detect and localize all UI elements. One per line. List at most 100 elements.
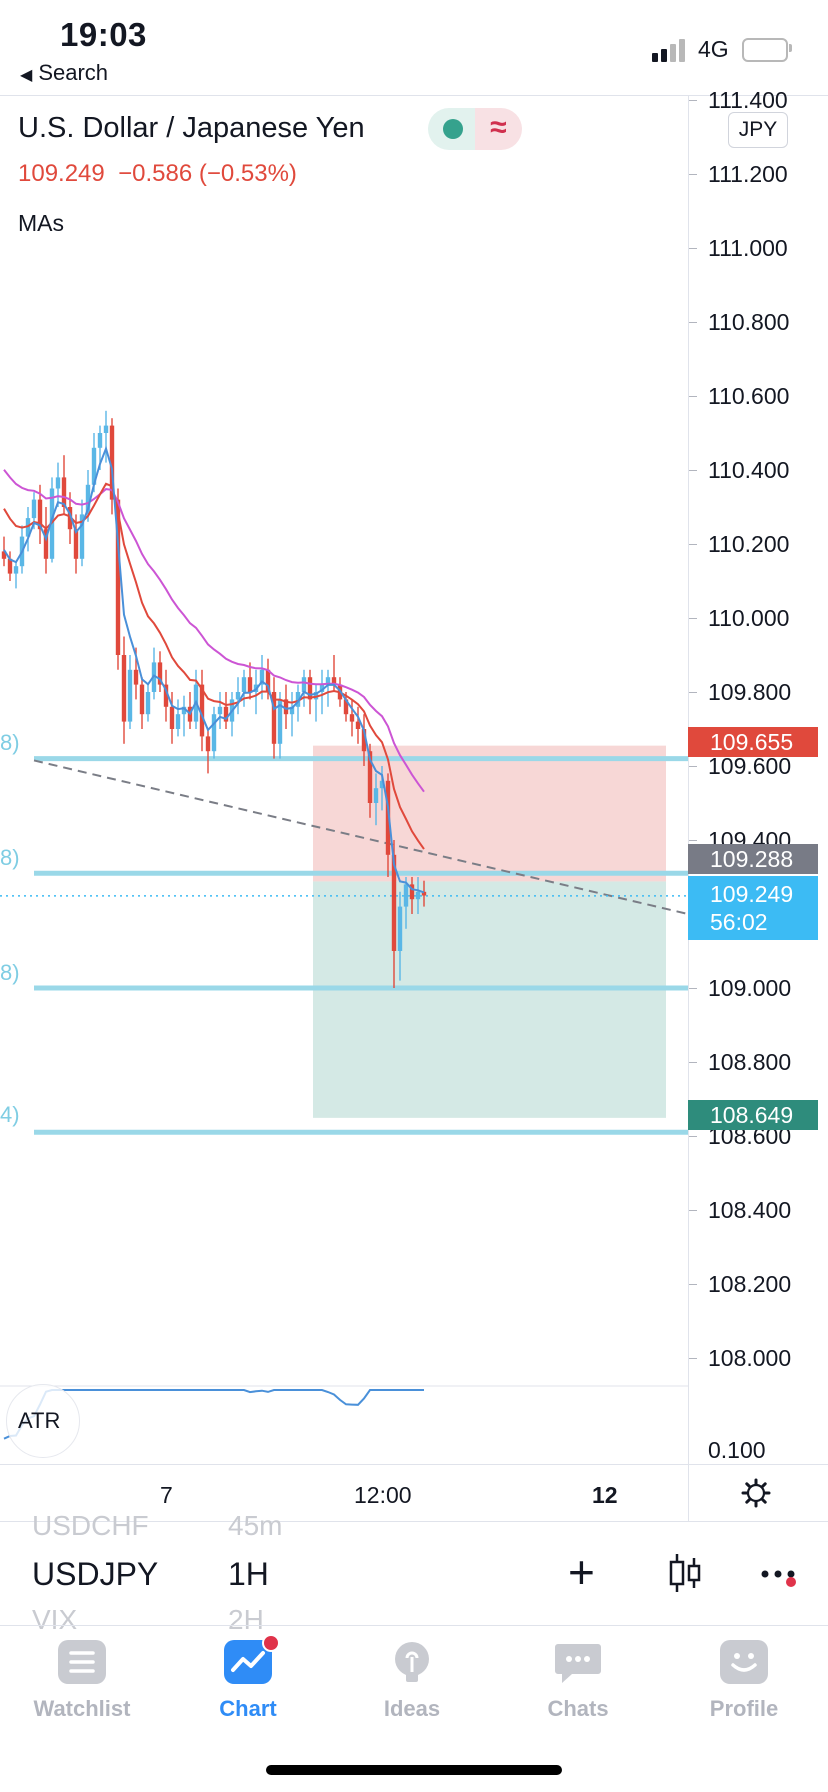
price-tick-0: 111.400 — [708, 87, 788, 113]
candle-body — [127, 669, 133, 722]
candle-body — [301, 677, 307, 692]
symbol-option-next[interactable]: VIX — [32, 1604, 78, 1635]
bar-countdown: 56:02 — [710, 909, 768, 935]
candle-body — [355, 721, 361, 729]
chart-type-icon[interactable] — [668, 1552, 702, 1594]
candle-body — [97, 433, 103, 448]
candle-body — [61, 477, 67, 507]
price-tick-mark — [689, 248, 697, 249]
price-change: −0.586 — [118, 160, 193, 187]
candle-body — [175, 714, 181, 729]
interval-option-prev[interactable]: 45m — [228, 1510, 283, 1541]
price-tick-2: 111.000 — [708, 235, 788, 261]
candle-body — [85, 484, 91, 515]
price-tick-15: 108.200 — [708, 1271, 792, 1297]
candle-body — [307, 677, 313, 700]
market-status-pill[interactable]: ≈ — [428, 108, 522, 150]
interval-selector[interactable]: 1H — [228, 1556, 269, 1592]
candle-body — [43, 529, 49, 559]
atr-legend-button[interactable] — [6, 1384, 80, 1458]
atr-line — [3, 1389, 424, 1440]
candle-body — [295, 692, 301, 707]
candle-body — [397, 906, 403, 951]
tab-watchlist[interactable]: Watchlist — [22, 1640, 142, 1722]
tab-chart[interactable]: Chart — [188, 1634, 308, 1722]
level-label-4: 4) — [0, 1102, 20, 1127]
candle-body — [7, 558, 13, 574]
add-icon[interactable]: + — [568, 1546, 595, 1598]
tab-chart-label: Chart — [219, 1696, 277, 1721]
candle-body — [73, 529, 79, 559]
symbol-title[interactable]: U.S. Dollar / Japanese Yen — [18, 112, 365, 144]
candle-body — [1, 551, 7, 559]
candle-body — [409, 884, 415, 900]
entry-price-label[interactable]: 109.288 — [688, 844, 818, 874]
price-tick-5: 110.400 — [708, 457, 790, 483]
indicator-legend-mas[interactable]: MAs — [18, 210, 64, 236]
symbol-option-prev[interactable]: USDCHF — [32, 1510, 149, 1541]
price-tick-mark — [689, 692, 697, 693]
tab-ideas[interactable]: Ideas — [352, 1640, 472, 1722]
candle-body — [283, 699, 289, 715]
price-tick-mark — [689, 470, 697, 471]
stop-loss-zone — [313, 745, 666, 882]
ma-slow-line — [3, 469, 425, 793]
price-tick-8: 109.800 — [708, 679, 792, 705]
price-chart[interactable] — [0, 96, 688, 1464]
chart-icon — [224, 1634, 280, 1684]
tab-chats-label: Chats — [547, 1696, 609, 1721]
ma-mid-line — [3, 482, 425, 850]
last-price-label[interactable]: 109.249 56:02 — [688, 876, 818, 940]
atr-label[interactable]: ATR — [18, 1408, 61, 1433]
price-tick-16: 108.000 — [708, 1345, 792, 1371]
interval-option-next[interactable]: 2H — [228, 1604, 264, 1635]
gear-icon[interactable] — [741, 1478, 771, 1508]
bulb-icon — [388, 1640, 436, 1684]
atr-scale-value: 0.100 — [708, 1437, 766, 1463]
more-icon[interactable] — [758, 1566, 804, 1588]
price-tick-9: 109.600 — [708, 753, 792, 779]
tabbar-divider — [0, 1625, 828, 1626]
price-tick-14: 108.400 — [708, 1197, 792, 1223]
candle-body — [37, 499, 43, 530]
level-label-2: 8) — [0, 845, 20, 870]
price-tick-mark — [689, 544, 697, 545]
price-tick-mark — [689, 988, 697, 989]
price-scale-border — [688, 96, 689, 1522]
back-to-search-link[interactable]: ◀ Search — [20, 60, 108, 86]
price-tick-mark — [689, 618, 697, 619]
tab-chats[interactable]: Chats — [518, 1640, 638, 1722]
price-tick-mark — [689, 100, 697, 101]
time-label-noon: 12:00 — [354, 1482, 412, 1508]
notification-dot — [262, 1634, 280, 1652]
last-price-value: 109.249 — [710, 881, 794, 907]
price-tick-3: 110.800 — [708, 309, 790, 335]
candle-body — [235, 692, 241, 700]
target-price-label[interactable]: 108.649 — [688, 1100, 818, 1130]
candle-body — [403, 884, 409, 907]
tab-profile[interactable]: Profile — [684, 1640, 804, 1722]
candle-body — [121, 655, 127, 722]
candle-body — [115, 499, 121, 655]
candle-body — [211, 714, 217, 752]
level-label-1: 8) — [0, 730, 20, 755]
price-tick-mark — [689, 1062, 697, 1063]
time-label-day12: 12 — [592, 1482, 618, 1508]
candle-body — [391, 854, 397, 951]
price-tick-4: 110.600 — [708, 383, 790, 409]
home-indicator — [266, 1765, 562, 1775]
trend-line — [33, 759, 688, 915]
candle-body — [31, 499, 37, 519]
candle-body — [199, 684, 205, 737]
candle-body — [13, 566, 19, 574]
candle-body — [367, 751, 373, 803]
price-tick-11: 109.000 — [708, 975, 792, 1001]
time-axis-bottom-divider — [0, 1521, 828, 1522]
symbol-selector[interactable]: USDJPY — [32, 1556, 159, 1592]
stop-price-label[interactable]: 109.655 — [688, 727, 818, 757]
candle-body — [25, 518, 31, 537]
candle-body — [217, 706, 223, 715]
currency-badge[interactable]: JPY — [728, 112, 788, 148]
candle-body — [421, 891, 427, 896]
list-icon — [58, 1640, 106, 1684]
